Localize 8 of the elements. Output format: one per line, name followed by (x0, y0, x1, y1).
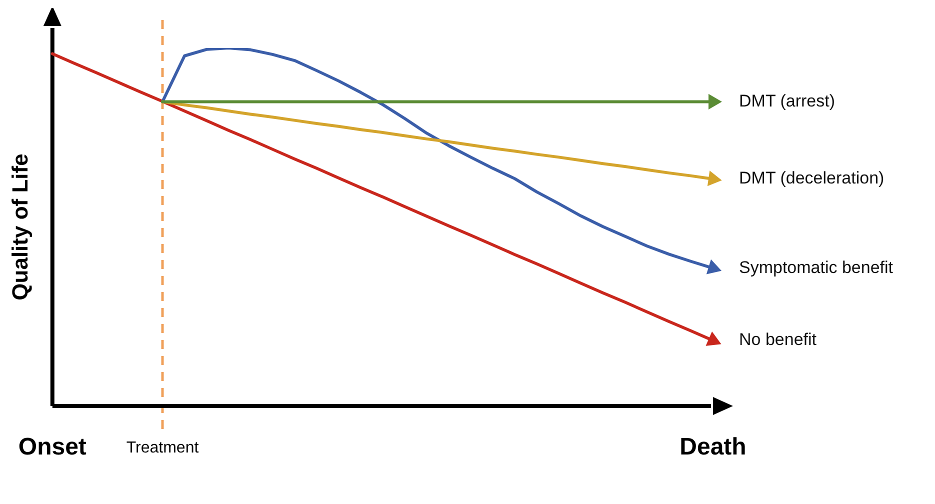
series-label: DMT (deceleration) (739, 168, 884, 188)
x-tick-label: Treatment (126, 439, 200, 456)
series-label: DMT (arrest) (739, 91, 836, 110)
series-label: No benefit (739, 330, 817, 350)
x-tick-label: Onset (18, 434, 86, 461)
y-axis-title: Quality of Life (7, 154, 32, 300)
series-label: Symptomatic benefit (739, 258, 894, 277)
x-tick-label: Death (680, 434, 746, 461)
